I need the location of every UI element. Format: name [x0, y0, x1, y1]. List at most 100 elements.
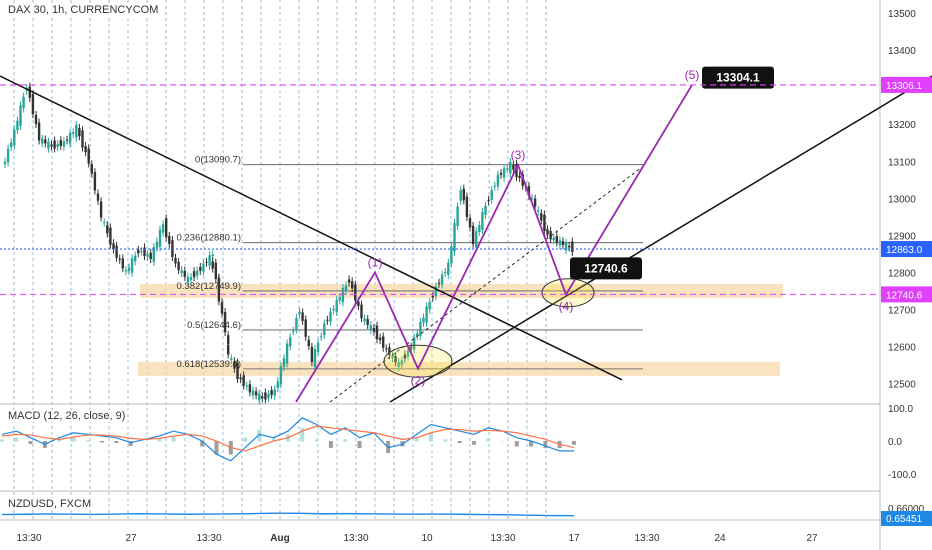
candle-body [84, 146, 87, 153]
macd-histogram-bar [57, 439, 62, 442]
candle-body [456, 206, 459, 227]
candle-body [78, 127, 81, 137]
price-tag: 13306.1 [886, 81, 923, 92]
y-tick-label: 13400 [888, 46, 916, 57]
axes: 12500 12600 12700 12800 12900 13000 13100 13200… [16, 9, 932, 544]
candle-body [425, 306, 428, 323]
candle-body [499, 173, 503, 175]
x-tick-label: 17 [568, 533, 580, 544]
candle-body [10, 142, 13, 148]
candle-body [103, 222, 106, 224]
macd-pane: 100.0 0.0 -100.0 [0, 404, 917, 481]
candle-body [484, 205, 487, 215]
candle-body [227, 335, 230, 345]
candle-body [143, 247, 146, 257]
candle-body [332, 309, 335, 311]
candle-body [462, 188, 465, 201]
candle-body [366, 319, 369, 325]
candle-body [270, 390, 273, 395]
wave2-highlight [383, 344, 453, 378]
y-tick-label: 12800 [888, 268, 916, 279]
candle-body [68, 133, 72, 144]
candle-body [543, 214, 546, 231]
price-callout-box [702, 66, 774, 89]
trend-lines [0, 75, 932, 403]
candle-body [87, 148, 90, 164]
candle-body [22, 96, 25, 109]
price-tag-box [881, 241, 932, 258]
candle-body [450, 246, 453, 264]
y-tick-label: 13000 [888, 194, 916, 205]
candle-body [413, 337, 416, 350]
candle-body [19, 105, 22, 126]
candle-body [478, 224, 481, 232]
x-tick-label: 10 [421, 533, 433, 544]
candle-body [506, 168, 509, 170]
candle-body [223, 312, 227, 333]
candle-body [165, 218, 168, 238]
candle-body [285, 343, 289, 364]
candle-body [406, 350, 410, 358]
candle-body [341, 287, 345, 303]
candle-body [344, 285, 348, 291]
macd-tick-label: -100.0 [888, 470, 917, 481]
y-tick-label: 12500 [888, 379, 916, 390]
candle-body [118, 258, 121, 260]
macd-histogram-bar [300, 427, 305, 442]
candle-body [568, 245, 571, 248]
wave-label: (5) [685, 68, 700, 82]
candle-body [251, 390, 255, 396]
candle-body [199, 267, 202, 271]
macd-histogram-bar [457, 441, 462, 444]
fib-label: 0.618(12539.4) [177, 359, 241, 370]
candle-body [177, 262, 180, 271]
candle-body [127, 267, 131, 271]
wave-label: (1) [368, 255, 383, 269]
price-tag: 12740.6 [886, 290, 923, 301]
downtrend-line [0, 75, 623, 381]
nzd-price-tag: 0.65451 [886, 514, 923, 525]
candle-body [447, 262, 450, 275]
candle-body [313, 349, 317, 368]
candle-body [72, 132, 75, 134]
candle-body [41, 138, 44, 144]
nzd-tick-label: 0.66000 [888, 504, 925, 515]
nzdusd-line [1, 512, 575, 517]
uptrend-line [389, 75, 932, 403]
signal-line [1, 425, 575, 452]
candle-body [316, 342, 320, 352]
candle-body [56, 143, 59, 147]
candle-body [96, 193, 100, 201]
fib-label: 0.236(12880.1) [177, 233, 241, 244]
candle-body [564, 242, 568, 251]
candle-body [385, 348, 388, 350]
fib-label: 0(13090.7) [195, 155, 241, 166]
candle-body [546, 229, 549, 235]
macd-histogram-bar [443, 439, 448, 442]
candle-body [53, 140, 56, 149]
candle-body [233, 361, 236, 369]
macd-histogram-bar [500, 441, 505, 442]
candle-body [34, 114, 38, 125]
candle-body [276, 381, 279, 388]
candle-body [261, 396, 264, 399]
candle-body [180, 270, 183, 274]
macd-histogram-bar [200, 441, 205, 447]
candle-body [264, 392, 267, 400]
candle-body [434, 286, 438, 297]
candle-body [248, 384, 252, 393]
macd-histogram-bar [128, 441, 133, 446]
candle-body [254, 391, 258, 396]
price-callout: 12740.6 [584, 261, 628, 275]
macd-histogram-bar [14, 437, 19, 442]
x-tick-label: 13:30 [343, 533, 368, 544]
candle-body [279, 366, 283, 385]
macd-histogram-bar [157, 438, 162, 442]
macd-histogram-bar [514, 441, 519, 447]
candle-body [168, 235, 171, 244]
candle-body [75, 124, 78, 138]
candle-body [310, 346, 314, 362]
wave-label: (2) [411, 374, 426, 388]
candle-body [149, 252, 152, 260]
